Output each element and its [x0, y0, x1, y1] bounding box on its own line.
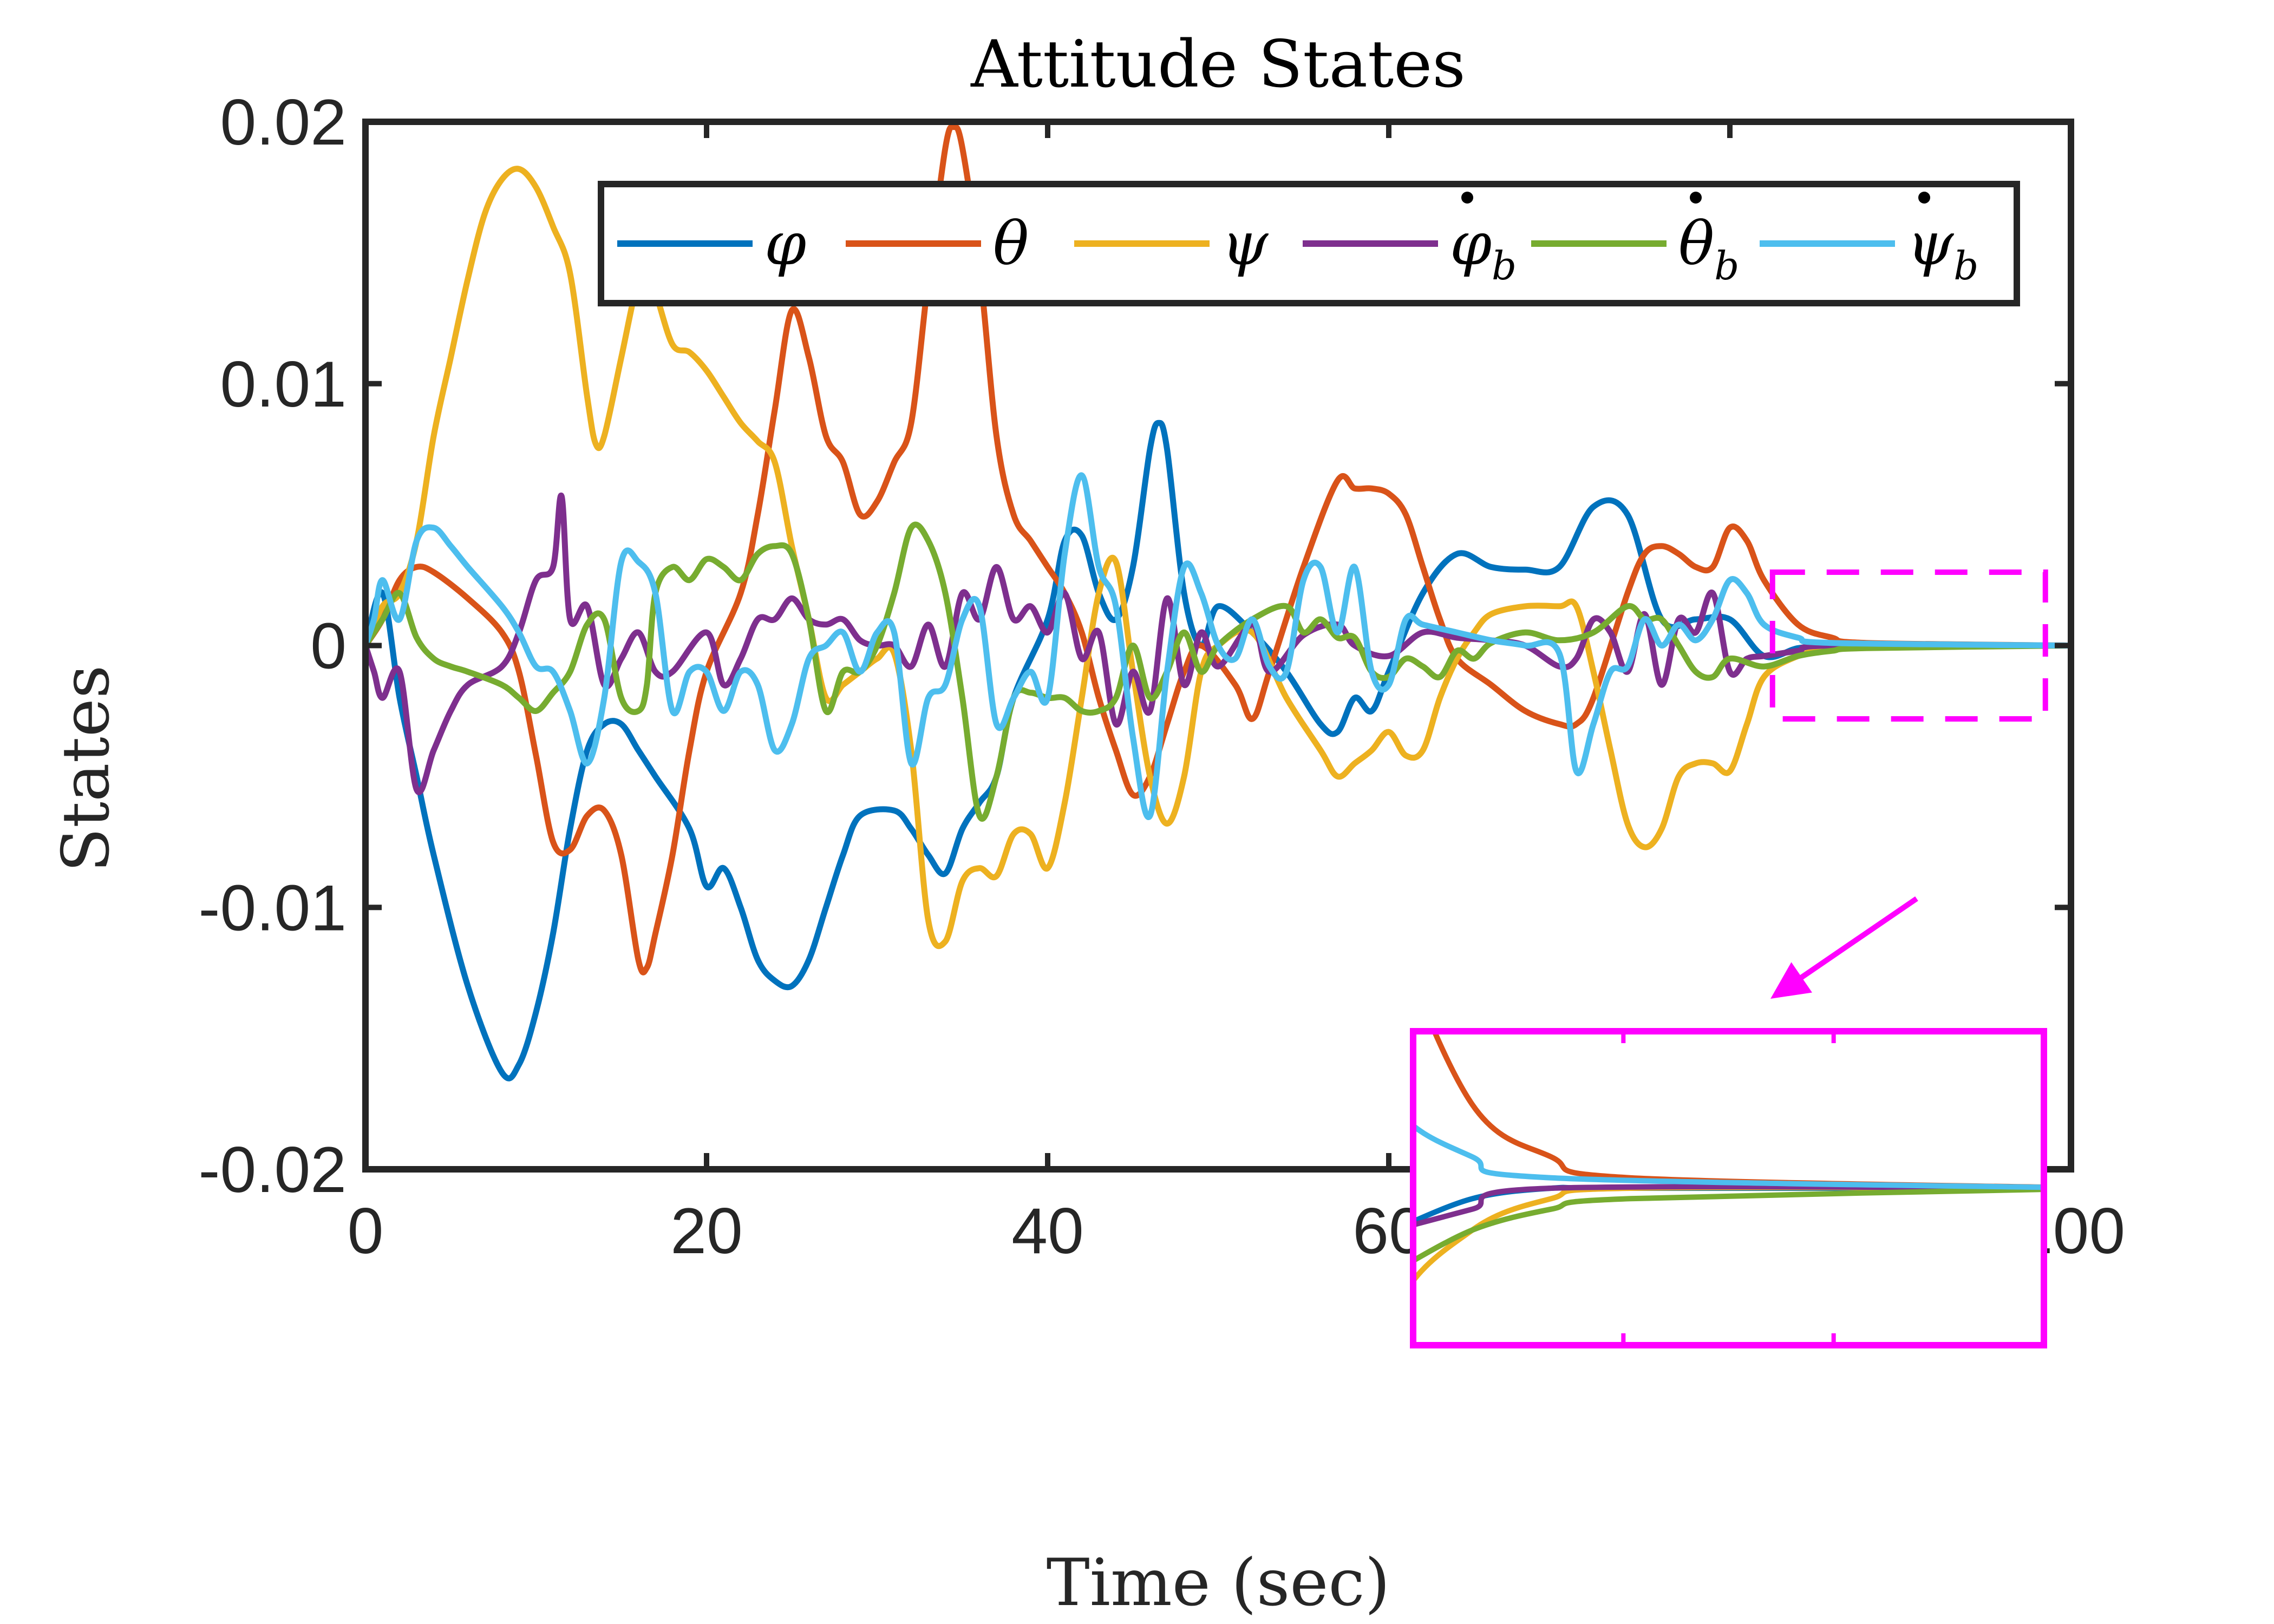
legend-item: φ	[617, 209, 806, 278]
legend-subscript: b	[1953, 243, 1978, 289]
legend-subscript: b	[1714, 243, 1739, 289]
legend-item: φb	[1303, 192, 1517, 289]
y-axis-label: States	[49, 665, 124, 873]
x-tick-label: 0	[348, 1195, 384, 1267]
inset-ticks	[1621, 1031, 1836, 1345]
legend-subscript: b	[1492, 243, 1517, 289]
y-tick-label: 0.02	[220, 86, 347, 159]
series-line-1	[365, 420, 2071, 1082]
inset-frame	[1410, 1028, 2047, 1348]
legend-dot-accent	[1690, 192, 1702, 204]
inset-series-layer	[1413, 1031, 2044, 1286]
y-tick-label: 0.01	[220, 348, 347, 421]
inset-series-line-5	[1413, 1187, 2044, 1264]
inset-zoom-plot	[1410, 1028, 2047, 1348]
inset-series-line-6	[1413, 1122, 2044, 1190]
series-line-4	[365, 492, 2071, 795]
legend-item: θ	[846, 209, 1029, 278]
x-tick-label: 40	[1011, 1195, 1083, 1267]
legend-label: φ	[764, 209, 806, 278]
legend-label: ψ	[1221, 209, 1269, 278]
series-line-6	[365, 472, 2071, 820]
y-tick-label: -0.02	[198, 1134, 347, 1206]
legend-dot-accent	[1918, 192, 1930, 204]
series-layer	[365, 123, 2071, 1082]
series-line-3	[365, 166, 2071, 949]
legend-item: ψ	[1074, 209, 1269, 278]
zoom-arrow	[1780, 896, 1918, 994]
y-tick-label: 0	[310, 610, 347, 683]
legend-label: θ	[993, 209, 1029, 278]
legend-label: φb	[1450, 209, 1517, 289]
chart-title: Attitude States	[970, 27, 1466, 102]
x-tick-label: 20	[670, 1195, 742, 1267]
y-tick-label: -0.01	[198, 872, 347, 944]
x-axis-label: Time (sec)	[1047, 1546, 1390, 1621]
zoom-arrowhead	[1770, 962, 1812, 999]
zoom-region-box	[1769, 569, 2048, 722]
legend: φ θ ψ φb θb ψb	[598, 181, 2020, 306]
series-line-2	[365, 123, 2071, 975]
legend-dot-accent	[1461, 192, 1473, 204]
